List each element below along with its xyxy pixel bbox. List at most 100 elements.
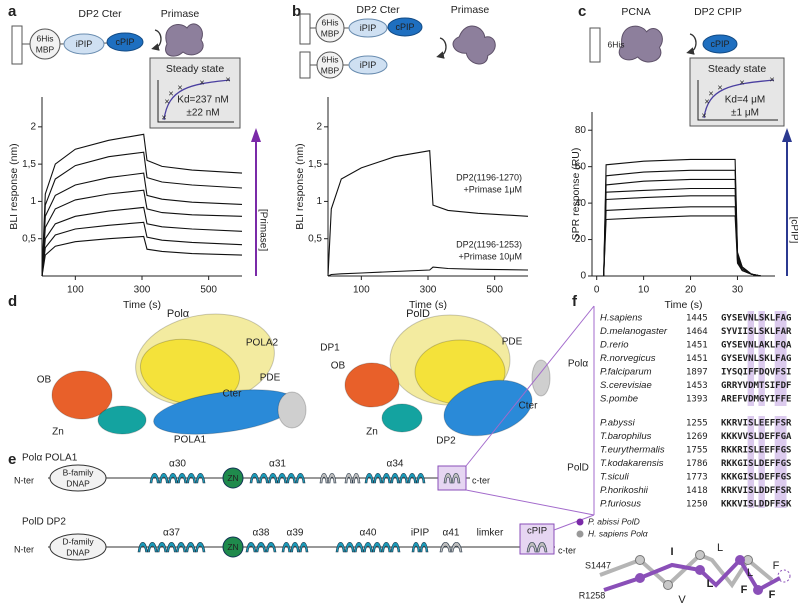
panel-label: e — [8, 451, 16, 468]
inset-axes — [697, 80, 778, 121]
inset-fit — [703, 79, 775, 119]
data-line — [596, 215, 762, 277]
y-tick-label: 1 — [316, 196, 322, 207]
helix — [258, 472, 269, 484]
structure-label: POLA2 — [246, 338, 279, 349]
legend-dot — [576, 518, 584, 526]
position: 1755 — [686, 446, 708, 456]
terminus-label: N-ter — [14, 475, 34, 485]
inset-point: × — [708, 88, 713, 98]
x-axis-label: Time (s) — [664, 299, 702, 311]
helix — [373, 472, 383, 484]
helix — [450, 541, 463, 553]
domain-pill — [387, 17, 423, 37]
curved-arrow — [151, 29, 162, 51]
data-line — [41, 151, 243, 277]
helix — [185, 541, 196, 553]
helix — [156, 541, 168, 553]
sequence: GYSEVNLSKLFAG — [721, 354, 791, 364]
cter-tail — [277, 391, 307, 429]
inset-fit — [163, 79, 231, 121]
dnap-domain — [49, 533, 107, 561]
residue-purple — [753, 585, 763, 595]
helix — [167, 472, 178, 484]
helix — [416, 472, 426, 484]
helix-label: α30 — [169, 459, 186, 470]
zn-domain — [97, 405, 147, 435]
data-line — [41, 133, 243, 277]
helix-label: α40 — [360, 528, 377, 539]
surface — [11, 25, 23, 65]
helix — [281, 541, 292, 553]
helix — [177, 472, 188, 484]
y-tick-label: 0 — [580, 271, 586, 282]
x-axis-label: Time (s) — [409, 299, 447, 311]
inset-point: × — [769, 74, 774, 84]
species: T.eurythermalis — [600, 445, 665, 456]
x-tick-label: 10 — [638, 285, 650, 296]
inset-point: × — [717, 82, 722, 92]
zn-label: ZN — [227, 542, 238, 552]
data-line — [327, 266, 529, 277]
x-axis-label: Time (s) — [123, 299, 161, 311]
surface — [299, 51, 311, 79]
dnap-label: DNAP — [66, 478, 90, 488]
x-tick-label: 0 — [594, 285, 600, 296]
inset-point: × — [177, 82, 182, 92]
group-label: Polα — [568, 359, 588, 370]
y-tick-label: 2 — [316, 121, 322, 132]
panel-label: b — [292, 3, 301, 20]
protein-name: PolD DP2 — [22, 517, 66, 528]
structure-label: Zn — [366, 427, 378, 438]
motif-label: iPIP — [411, 528, 430, 539]
helix — [363, 541, 373, 553]
sequence: KKKVVSLDEFFGA — [721, 432, 792, 442]
structure-label: OB — [331, 361, 346, 372]
zn-finger — [222, 467, 244, 489]
helix — [175, 541, 187, 553]
data-line — [327, 150, 529, 277]
sequence: KRKVISLDDFFSR — [721, 486, 792, 496]
position: 1464 — [686, 327, 708, 337]
position: 1451 — [686, 341, 708, 351]
helix — [298, 541, 309, 553]
inset-point: × — [225, 74, 230, 84]
helix — [398, 472, 409, 484]
domain-label: cPIP — [395, 22, 414, 32]
zoom-line — [465, 305, 595, 467]
data-line — [41, 206, 243, 277]
helix — [195, 541, 206, 553]
structure-label: PDE — [502, 337, 523, 348]
structure-label: OB — [37, 375, 52, 386]
helix-grey — [536, 541, 548, 553]
sequence: IYSQIFFDQVFSI — [721, 368, 791, 378]
y-tick-label: 1,5 — [22, 159, 36, 170]
data-line — [41, 235, 243, 277]
residue-purple — [695, 565, 705, 575]
species: R.norvegicus — [600, 353, 656, 364]
residue-label: F — [741, 584, 748, 596]
ob-domain — [344, 362, 400, 408]
tag-label: 6His — [321, 17, 338, 27]
terminus-label: c-ter — [558, 545, 576, 555]
helix-grey — [344, 472, 353, 484]
helix — [295, 472, 306, 484]
inset-point: × — [161, 112, 166, 122]
position: 1786 — [686, 459, 708, 469]
tag-label: 6His — [36, 33, 53, 43]
sequence: KKKVISLDDFFSK — [721, 500, 792, 510]
structure-label: PDE — [260, 373, 281, 384]
helix — [419, 541, 429, 553]
series-annotation: DP2(1196-1270) — [456, 172, 522, 182]
sequence: RKKRISLEEFFGS — [721, 446, 791, 456]
surface — [299, 13, 311, 45]
helix-label: α41 — [443, 528, 460, 539]
protein-name: Polα POLA1 — [22, 453, 78, 464]
residue-label: R1258 — [579, 590, 606, 600]
position: 1453 — [686, 381, 708, 391]
helix-grey — [443, 472, 453, 484]
series-annotation: +Primase 10μM — [459, 251, 522, 261]
sequence: GYSEVNLAKLFQA — [721, 341, 792, 351]
helix-label: α39 — [287, 528, 304, 539]
species: H.sapiens — [600, 313, 642, 324]
